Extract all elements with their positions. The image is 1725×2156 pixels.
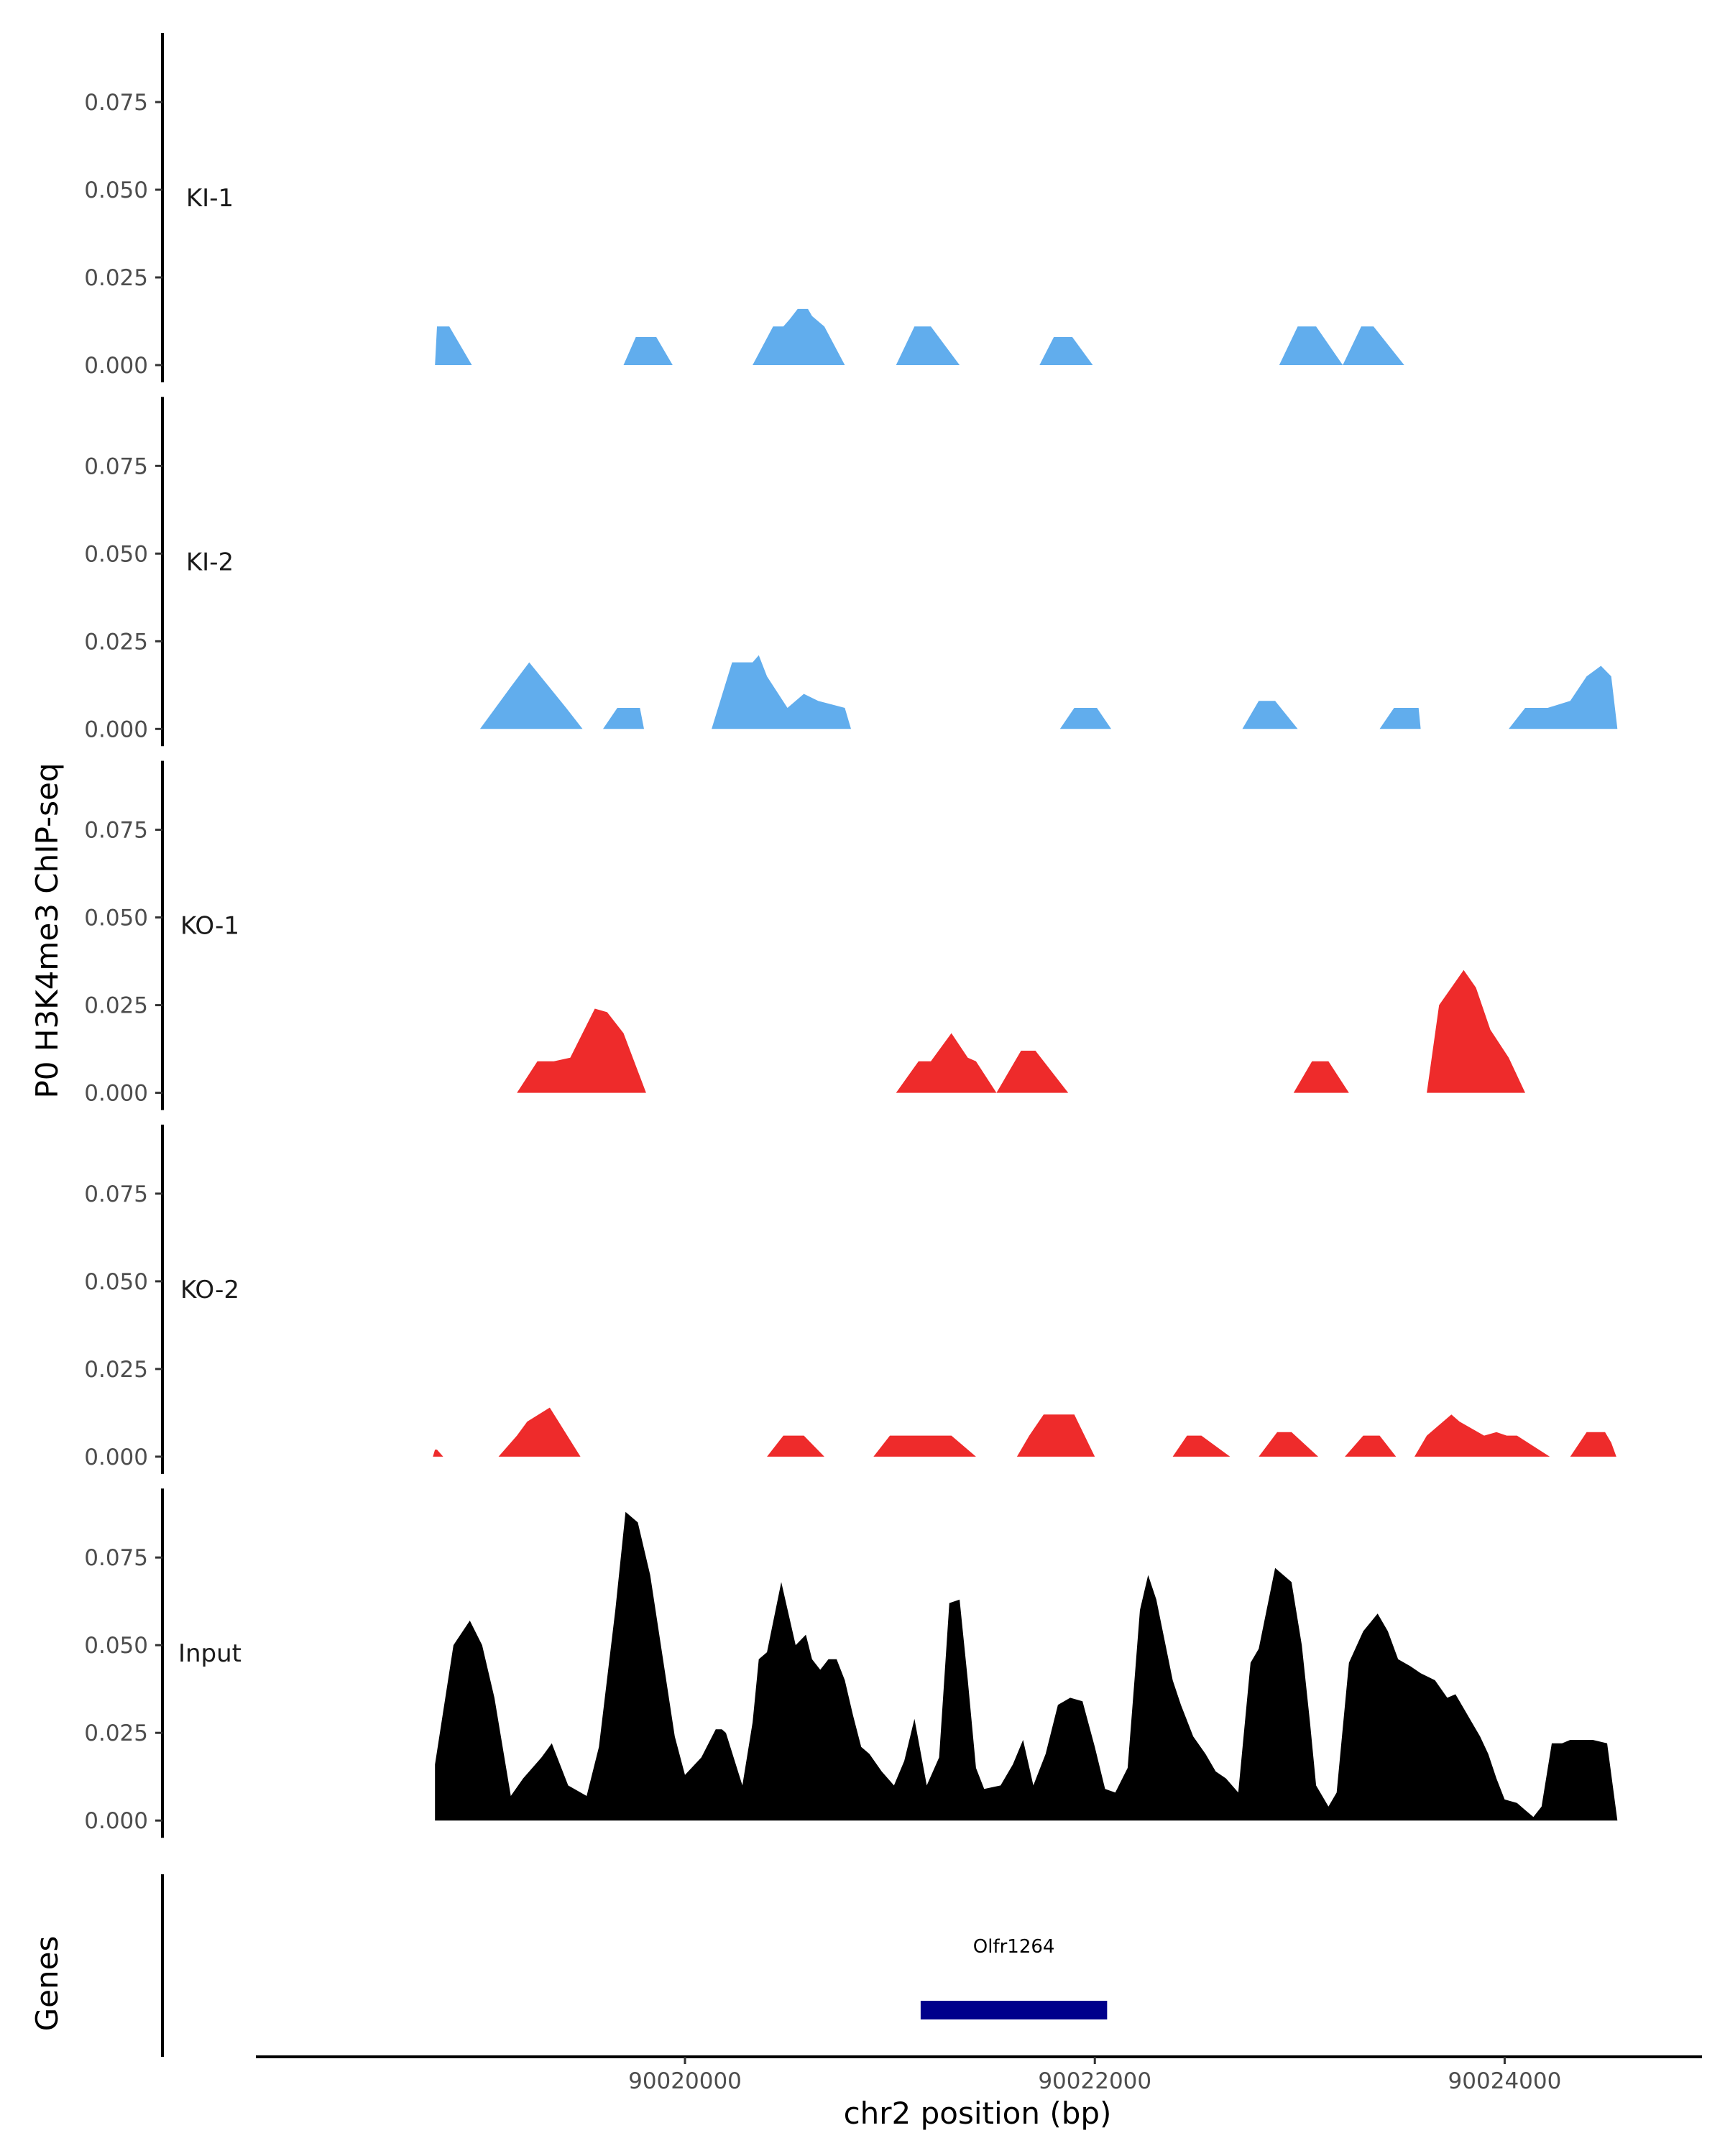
- x-tick-label: 90020000: [628, 2068, 742, 2094]
- track-ko-1: 0.000 0.025 0.050 0.075 KO-1: [84, 760, 1526, 1110]
- track-label: KI-1: [186, 184, 234, 213]
- gene-label: Olfr1264: [973, 1936, 1055, 1958]
- y-tick-label: 0.000: [84, 1445, 148, 1470]
- y-tick-label: 0.025: [84, 1357, 148, 1383]
- track-input: 0.000 0.025 0.050 0.075 Input: [84, 1488, 1618, 1838]
- genes-axis-title: Genes: [29, 1936, 65, 2032]
- y-tick-label: 0.000: [84, 717, 148, 742]
- y-tick-label: 0.075: [84, 818, 148, 844]
- signal-area-ki-1: [435, 308, 1404, 365]
- track-label: KO-2: [180, 1276, 239, 1304]
- track-ki-1: 0.000 0.025 0.050 0.075 KI-1: [84, 33, 1404, 382]
- y-tick-label: 0.025: [84, 629, 148, 655]
- x-axis-title: chr2 position (bp): [844, 2096, 1112, 2131]
- y-axis-title: P0 H3K4me3 ChIP-seq: [29, 763, 65, 1098]
- x-axis: 90020000 90022000 90024000: [256, 2055, 1702, 2094]
- tracks: 0.0000.0250.0500.075KI-10.0000.0250.0500…: [84, 33, 1618, 1838]
- gene-bar: [920, 2001, 1108, 2019]
- y-tick-label: 0.075: [84, 1545, 148, 1571]
- y-tick-label: 0.025: [84, 1720, 148, 1746]
- track-ko-2: 0.000 0.025 0.050 0.075 KO-2: [84, 1124, 1616, 1474]
- y-tick-label: 0.050: [84, 541, 148, 567]
- track-label: Input: [178, 1639, 242, 1668]
- y-tick-label: 0.050: [84, 906, 148, 931]
- gene-track: Olfr1264: [161, 1874, 1108, 2057]
- signal-area-ki-2: [479, 655, 1618, 729]
- y-tick-label: 0.050: [84, 1633, 148, 1659]
- y-tick-label: 0.050: [84, 1269, 148, 1295]
- y-tick-label: 0.075: [84, 90, 148, 116]
- track-label: KO-1: [180, 912, 239, 941]
- y-tick-label: 0.075: [84, 453, 148, 479]
- y-tick-label: 0.025: [84, 265, 148, 291]
- signal-area-ko-2: [433, 1407, 1616, 1457]
- y-tick-label: 0.075: [84, 1181, 148, 1207]
- y-tick-label: 0.000: [84, 1081, 148, 1107]
- signal-area-input: [435, 1511, 1618, 1821]
- signal-area-ko-1: [517, 969, 1526, 1093]
- y-tick-label: 0.025: [84, 993, 148, 1019]
- y-tick-label: 0.050: [84, 178, 148, 203]
- x-tick-label: 90024000: [1448, 2068, 1562, 2094]
- x-tick-label: 90022000: [1038, 2068, 1151, 2094]
- track-label: KI-2: [186, 548, 234, 576]
- track-ki-2: 0.000 0.025 0.050 0.075 KI-2: [84, 397, 1618, 747]
- y-tick-label: 0.000: [84, 353, 148, 379]
- y-tick-label: 0.000: [84, 1808, 148, 1834]
